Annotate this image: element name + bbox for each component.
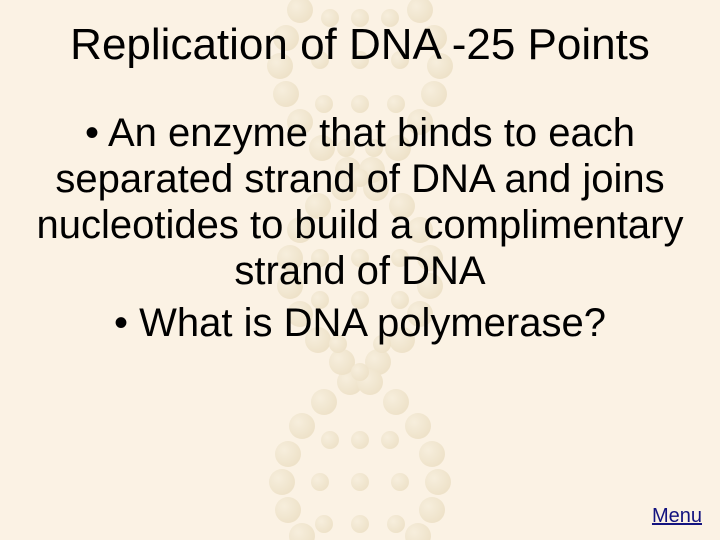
bullet-marker: • bbox=[114, 301, 128, 345]
bullet-text: An enzyme that binds to each separated s… bbox=[36, 111, 683, 293]
slide-body: • An enzyme that binds to each separated… bbox=[20, 110, 700, 346]
menu-link[interactable]: Menu bbox=[652, 505, 702, 528]
bullet-text: What is DNA polymerase? bbox=[139, 301, 606, 345]
slide-title: Replication of DNA -25 Points bbox=[20, 20, 700, 70]
bullet-item: • What is DNA polymerase? bbox=[20, 300, 700, 346]
bullet-item: • An enzyme that binds to each separated… bbox=[20, 110, 700, 294]
bullet-marker: • bbox=[85, 111, 99, 155]
slide: Replication of DNA -25 Points • An enzym… bbox=[0, 0, 720, 540]
